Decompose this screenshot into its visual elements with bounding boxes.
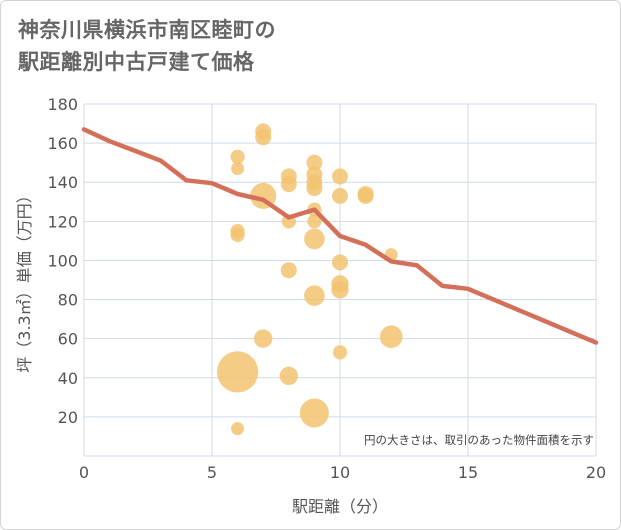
bubble-point-6 bbox=[254, 329, 273, 348]
bubble-layer bbox=[217, 123, 403, 436]
bubble-point-14 bbox=[280, 168, 297, 185]
bubble-point-10 bbox=[279, 366, 298, 386]
y-tick-label-60: 60 bbox=[58, 330, 78, 349]
bubble-point-31 bbox=[357, 185, 374, 202]
x-tick-label-10: 10 bbox=[330, 463, 350, 482]
x-tick-label-15: 15 bbox=[458, 463, 478, 482]
bubble-point-3 bbox=[230, 224, 245, 239]
y-tick-label-160: 160 bbox=[47, 134, 78, 153]
tick-labels: 0 5 10 15 20 20 40 60 80 100 120 140 160 180 bbox=[47, 95, 606, 482]
y-axis-label: 坪（3.3㎡）単価（万円） bbox=[15, 187, 34, 372]
y-tick-label-20: 20 bbox=[58, 408, 78, 427]
y-tick-label-140: 140 bbox=[47, 173, 78, 192]
y-tick-label-100: 100 bbox=[47, 251, 78, 270]
x-axis-label: 駅距離（分） bbox=[292, 497, 388, 516]
chart-title: 神奈川県横浜市南区睦町の 駅距離別中古戸建て価格 bbox=[18, 14, 276, 78]
bubble-point-24 bbox=[332, 345, 348, 360]
y-tick-label-120: 120 bbox=[47, 212, 78, 231]
bubble-point-9 bbox=[255, 123, 272, 140]
x-tick-label-5: 5 bbox=[207, 463, 217, 482]
bubble-point-26 bbox=[331, 275, 349, 293]
y-tick-label-40: 40 bbox=[58, 369, 78, 388]
bubble-point-15 bbox=[299, 398, 329, 428]
x-tick-label-0: 0 bbox=[79, 463, 89, 482]
bubble-point-28 bbox=[332, 187, 348, 204]
y-tick-label-80: 80 bbox=[58, 291, 78, 310]
bubble-point-22 bbox=[306, 166, 323, 183]
average-line-layer bbox=[81, 127, 599, 345]
bubble-point-23 bbox=[306, 154, 323, 171]
bubble-point-17 bbox=[304, 228, 325, 250]
bubble-point-11 bbox=[280, 262, 297, 279]
bubble-point-4 bbox=[231, 162, 245, 176]
bubble-point-16 bbox=[304, 285, 325, 306]
x-tick-label-20: 20 bbox=[586, 463, 606, 482]
chart-title-line2: 駅距離別中古戸建て価格 bbox=[18, 50, 255, 74]
y-tick-label-180: 180 bbox=[47, 95, 78, 114]
bubble-point-18 bbox=[307, 214, 322, 229]
bubble-point-1 bbox=[217, 351, 259, 393]
bubble-point-0 bbox=[231, 422, 245, 436]
bubble-point-27 bbox=[332, 254, 348, 271]
bubble-point-5 bbox=[230, 149, 245, 164]
bubble-point-32 bbox=[379, 325, 403, 349]
chart-title-line1: 神奈川県横浜市南区睦町の bbox=[18, 18, 276, 42]
average-price-line-0 bbox=[81, 127, 599, 345]
bubble-size-note: 円の大きさは、取引のあった物件面積を示す bbox=[364, 433, 594, 447]
bubble-point-29 bbox=[332, 168, 348, 185]
